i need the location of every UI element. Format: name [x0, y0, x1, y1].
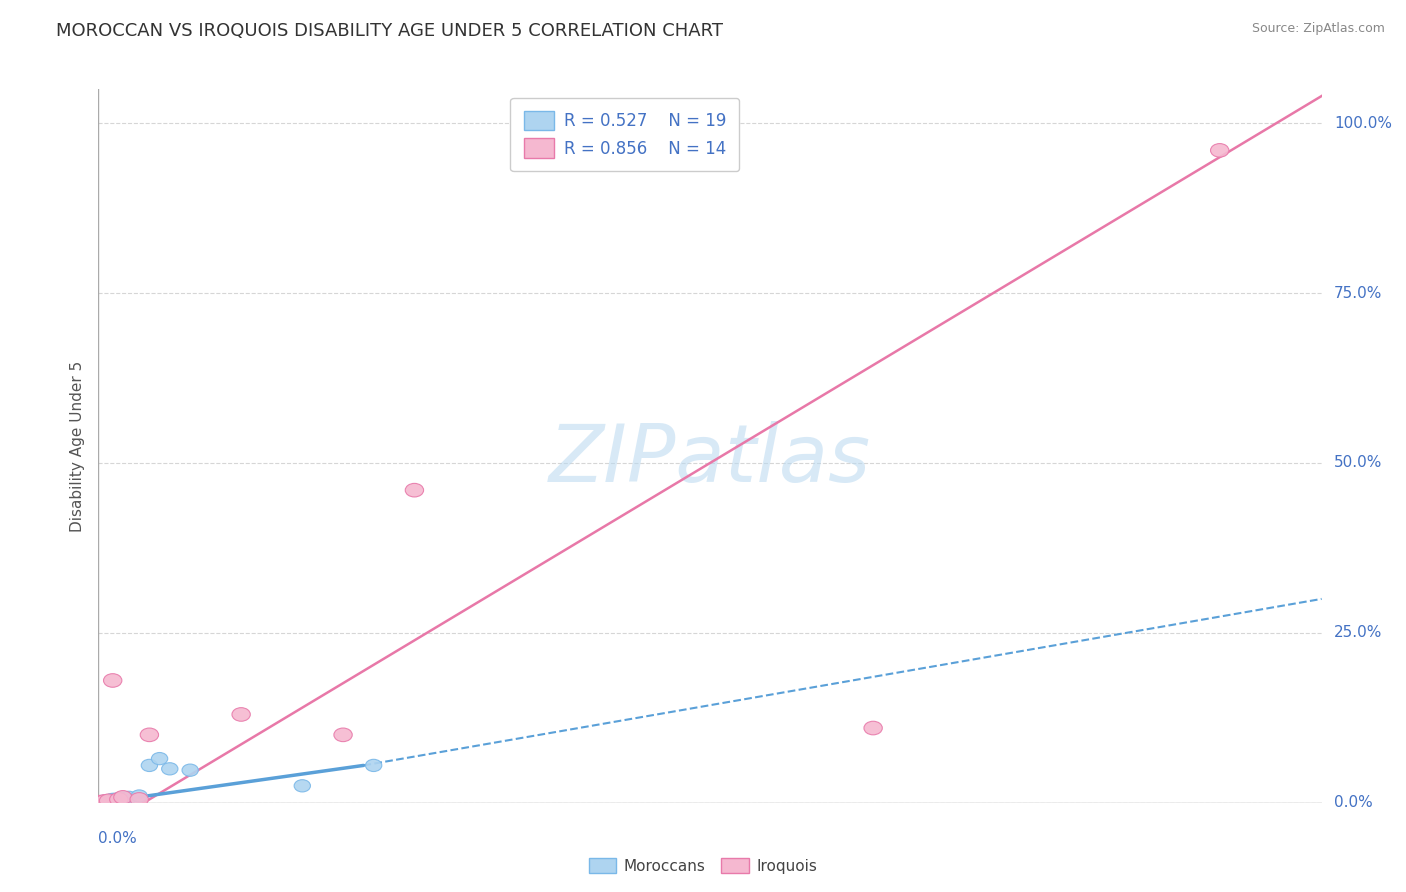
- Ellipse shape: [94, 796, 111, 807]
- Text: MOROCCAN VS IROQUOIS DISABILITY AGE UNDER 5 CORRELATION CHART: MOROCCAN VS IROQUOIS DISABILITY AGE UNDE…: [56, 22, 723, 40]
- Ellipse shape: [104, 673, 122, 687]
- Ellipse shape: [141, 759, 157, 772]
- Ellipse shape: [333, 728, 353, 741]
- Ellipse shape: [97, 796, 112, 807]
- Ellipse shape: [90, 797, 107, 809]
- Ellipse shape: [110, 793, 128, 806]
- Ellipse shape: [121, 791, 138, 804]
- Text: 25.0%: 25.0%: [1334, 625, 1382, 640]
- Ellipse shape: [181, 764, 198, 776]
- Legend: Moroccans, Iroquois: Moroccans, Iroquois: [582, 852, 824, 880]
- Ellipse shape: [100, 794, 118, 807]
- Text: 75.0%: 75.0%: [1334, 285, 1382, 301]
- Ellipse shape: [141, 728, 159, 741]
- Y-axis label: Disability Age Under 5: Disability Age Under 5: [69, 360, 84, 532]
- Ellipse shape: [1211, 144, 1229, 157]
- Ellipse shape: [93, 796, 108, 808]
- Ellipse shape: [131, 790, 148, 802]
- Ellipse shape: [96, 795, 114, 808]
- Ellipse shape: [162, 763, 179, 775]
- Ellipse shape: [111, 793, 127, 805]
- Ellipse shape: [115, 792, 131, 805]
- Ellipse shape: [152, 753, 167, 764]
- Text: 0.0%: 0.0%: [98, 831, 138, 847]
- Ellipse shape: [405, 483, 423, 497]
- Ellipse shape: [294, 780, 311, 792]
- Ellipse shape: [104, 793, 121, 805]
- Ellipse shape: [863, 722, 883, 735]
- Ellipse shape: [107, 793, 122, 805]
- Ellipse shape: [366, 759, 382, 772]
- Text: 100.0%: 100.0%: [1334, 116, 1392, 131]
- Text: ZIPatlas: ZIPatlas: [548, 421, 872, 500]
- Ellipse shape: [91, 796, 110, 809]
- Ellipse shape: [100, 795, 117, 807]
- Ellipse shape: [98, 795, 115, 807]
- Ellipse shape: [89, 796, 108, 810]
- Ellipse shape: [114, 790, 132, 805]
- Text: Source: ZipAtlas.com: Source: ZipAtlas.com: [1251, 22, 1385, 36]
- Ellipse shape: [232, 707, 250, 722]
- Ellipse shape: [103, 794, 120, 806]
- Legend: R = 0.527    N = 19, R = 0.856    N = 14: R = 0.527 N = 19, R = 0.856 N = 14: [510, 97, 740, 171]
- Text: 50.0%: 50.0%: [1334, 456, 1382, 470]
- Text: 0.0%: 0.0%: [1334, 796, 1372, 810]
- Ellipse shape: [129, 793, 149, 806]
